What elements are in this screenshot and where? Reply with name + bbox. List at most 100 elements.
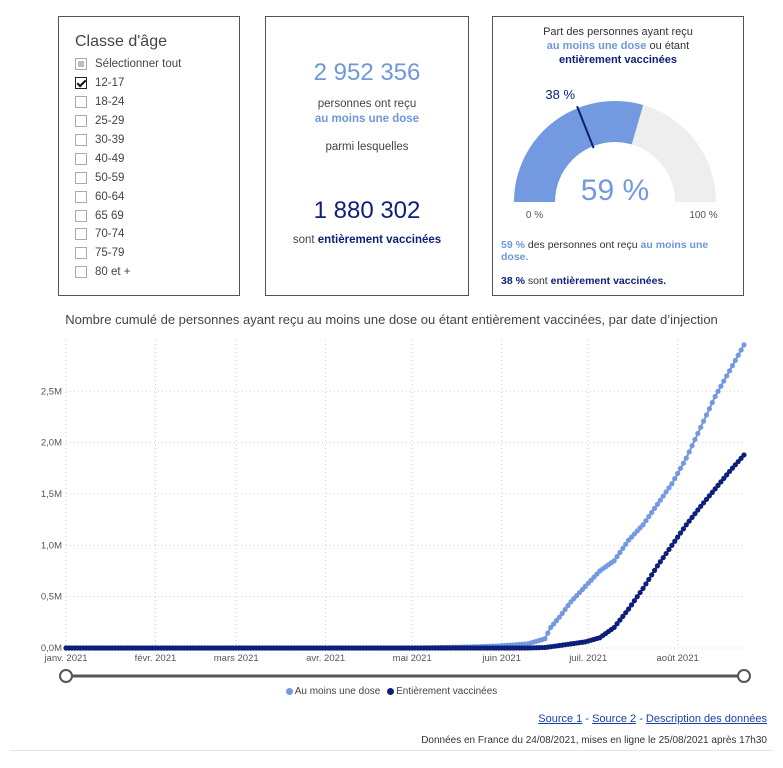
series-point xyxy=(623,541,629,547)
series-point xyxy=(718,479,724,485)
age-filter-option[interactable]: Sélectionner tout xyxy=(75,55,239,74)
series-point xyxy=(672,476,678,482)
checkbox[interactable] xyxy=(75,209,87,222)
series-point xyxy=(614,554,620,560)
gauge-min-label: 0 % xyxy=(526,210,543,221)
series-line-1 xyxy=(66,454,745,649)
cumulative-vaccination-line-chart: 0,0M 0,5M 1,0M 1,5M 2,0M 2,5M janv. 2021 févr.… xyxy=(41,340,751,683)
age-filter-option-label: 12-17 xyxy=(95,77,125,90)
gauge-value: 59 % xyxy=(581,174,649,207)
series-point xyxy=(640,585,646,592)
age-filter-option[interactable]: 12-17 xyxy=(75,74,239,93)
age-filter-option[interactable]: 50-59 xyxy=(75,168,239,187)
age-filter-option-label: 70-74 xyxy=(95,228,125,241)
checkbox[interactable] xyxy=(75,77,87,90)
fully-vaccinated-text: sont entièrement vaccinées xyxy=(292,234,442,246)
series-point xyxy=(680,460,687,466)
series-point xyxy=(657,497,663,503)
legend-label-fully-vaccinated: Entièrement vaccinées xyxy=(396,686,498,697)
age-filter-option-label: 50-59 xyxy=(95,171,125,184)
gauge-fill xyxy=(514,100,644,202)
age-filter-option[interactable]: 40-49 xyxy=(75,149,239,168)
age-filter-option-label: 60-64 xyxy=(95,190,125,203)
series-point xyxy=(715,482,721,488)
checkbox[interactable] xyxy=(75,134,87,146)
checkbox[interactable] xyxy=(75,171,87,184)
series-point xyxy=(617,617,623,623)
source-2-link[interactable]: Source 2 xyxy=(592,713,637,725)
series-point xyxy=(735,352,741,358)
series-point xyxy=(614,621,620,627)
age-filter-option[interactable]: 30-39 xyxy=(75,131,239,150)
series-point xyxy=(611,624,617,631)
age-filter-option-label: 18-24 xyxy=(95,96,125,109)
series-point xyxy=(706,493,712,499)
x-tick-label: avr. 2021 xyxy=(306,653,345,664)
y-tick-label: 2,5M xyxy=(41,386,62,397)
checkbox[interactable] xyxy=(75,247,87,260)
checkbox[interactable] xyxy=(75,96,87,109)
slider-end-handle[interactable] xyxy=(737,669,751,683)
data-description-link[interactable]: Description des données xyxy=(645,713,767,725)
series-point xyxy=(698,503,704,509)
series-point xyxy=(741,342,747,348)
series-point xyxy=(695,430,701,437)
source-1-link[interactable]: Source 1 xyxy=(538,713,583,725)
checkbox[interactable] xyxy=(75,152,87,165)
series-point xyxy=(559,610,565,616)
age-filter-option[interactable]: 65 69 xyxy=(75,206,239,225)
age-filter-option[interactable]: 25-29 xyxy=(75,112,239,131)
checkbox[interactable] xyxy=(75,228,87,241)
age-filter-option[interactable]: 75-79 xyxy=(75,244,239,263)
series-line-0 xyxy=(66,344,745,649)
series-point xyxy=(686,518,692,524)
age-class-list: Sélectionner tout 12-17 18-24 25-29 30-39 40-… xyxy=(75,55,239,282)
series-point xyxy=(669,481,675,487)
y-axis-ticks: 0,0M 0,5M 1,0M 1,5M 2,0M 2,5M xyxy=(41,386,62,654)
series-point xyxy=(686,449,692,455)
series-point xyxy=(729,363,736,369)
series-point xyxy=(677,465,684,471)
series-point xyxy=(698,424,704,430)
series-point xyxy=(672,538,678,544)
checkbox[interactable] xyxy=(75,58,87,71)
checkbox[interactable] xyxy=(75,115,87,128)
series-point xyxy=(631,598,637,604)
series-point xyxy=(709,489,715,495)
checkbox[interactable] xyxy=(75,190,87,203)
legend-label-first-dose: Au moins une dose xyxy=(294,686,381,697)
series-point xyxy=(666,546,672,553)
series-point xyxy=(623,610,629,616)
series-point xyxy=(660,555,666,561)
series-point xyxy=(715,388,721,394)
slider-start-handle[interactable] xyxy=(59,669,73,683)
series-point xyxy=(706,406,712,412)
series-point xyxy=(651,505,658,511)
series-point xyxy=(695,507,701,513)
series-point xyxy=(692,436,698,443)
series-point xyxy=(643,581,649,587)
series-point xyxy=(634,594,640,600)
series-point xyxy=(680,526,687,532)
age-filter-option-label: 40-49 xyxy=(95,152,125,165)
series-point xyxy=(663,550,669,557)
first-dose-text: personnes ont reçu xyxy=(317,98,417,110)
series-point xyxy=(683,522,689,528)
series-point xyxy=(726,368,733,374)
age-filter-option[interactable]: 60-64 xyxy=(75,187,239,206)
age-filter-option[interactable]: 18-24 xyxy=(75,93,239,112)
age-filter-option-label: 80 et + xyxy=(95,266,131,279)
series-point xyxy=(649,572,655,578)
age-filter-option[interactable]: 80 et + xyxy=(75,263,239,282)
series-point xyxy=(545,630,551,636)
series-point xyxy=(548,624,554,631)
series-point xyxy=(701,500,707,506)
age-class-filter: Classe d'âge Sélectionner tout 12-17 18-24… xyxy=(58,16,240,296)
checkbox[interactable] xyxy=(75,266,87,279)
series-point xyxy=(542,636,548,642)
series-point xyxy=(617,549,623,556)
series-point xyxy=(721,475,727,481)
age-filter-option[interactable]: 70-74 xyxy=(75,225,239,244)
series-point xyxy=(689,514,695,521)
series-point xyxy=(651,567,658,573)
